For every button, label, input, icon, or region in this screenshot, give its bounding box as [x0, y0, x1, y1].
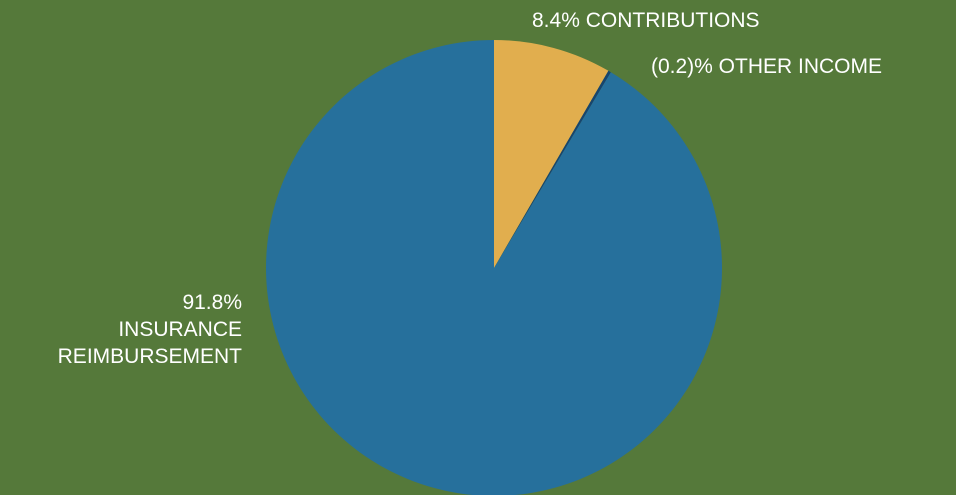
label-insurance-line2: REIMBURSEMENT: [57, 345, 242, 368]
label-insurance-line1: INSURANCE: [118, 318, 242, 341]
label-other-income: (0.2)% OTHER INCOME: [651, 55, 883, 78]
pie-slice-contributions: [494, 40, 609, 268]
label-insurance-percent: 91.8%: [182, 291, 242, 314]
pie-slice-insurance-reimbursement: [266, 40, 722, 495]
label-insurance-reimbursement: 91.8% INSURANCE REIMBURSEMENT: [58, 289, 242, 370]
pie-slice-other-income: [494, 70, 611, 268]
label-contributions: 8.4% CONTRIBUTIONS: [532, 9, 760, 32]
